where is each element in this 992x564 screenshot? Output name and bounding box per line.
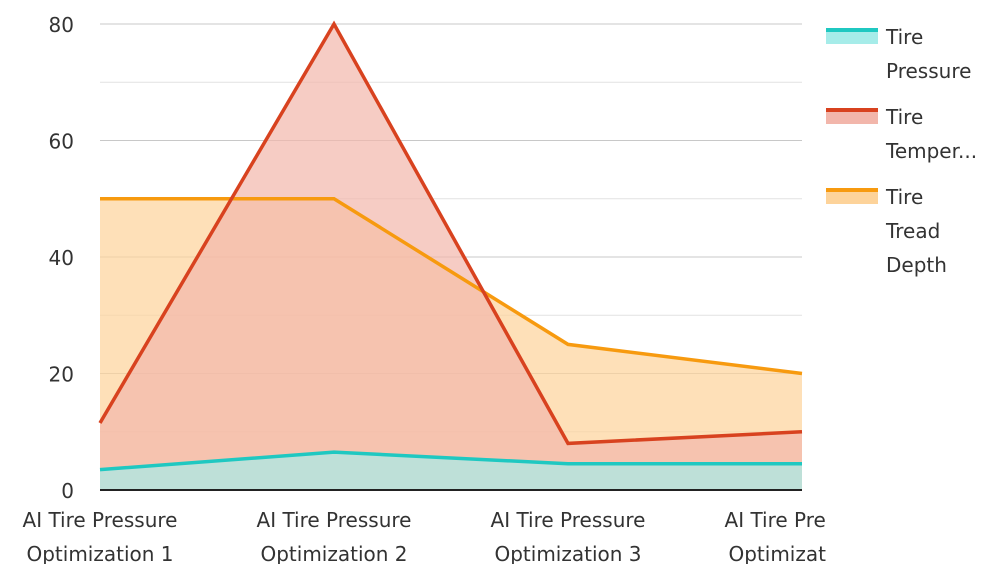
x-tick-label-line: Optimization 3 — [494, 542, 641, 564]
legend-item[interactable]: Tire Temper... — [826, 100, 992, 168]
legend-swatch-line — [826, 108, 878, 112]
x-tick-label: AI Tire Pressure Optimization 4 — [725, 508, 826, 564]
legend-swatch-line — [826, 28, 878, 32]
legend-swatch — [826, 108, 878, 124]
series-area — [100, 452, 802, 490]
y-tick-label: 40 — [49, 246, 74, 270]
legend-label-line: Tread — [886, 219, 941, 243]
legend-label-line: Tire — [886, 105, 924, 129]
legend-swatch-fill — [826, 192, 878, 204]
series-line — [100, 197, 803, 376]
series-area — [100, 24, 802, 490]
x-tick-label: AI Tire Pressure Optimization 1 — [23, 508, 178, 564]
x-tick-label-line: AI Tire Pressure — [257, 508, 412, 532]
legend-swatch — [826, 188, 878, 204]
x-tick-label-line: Optimization 2 — [260, 542, 407, 564]
legend-label-line: Depth — [886, 253, 947, 277]
x-tick-label-line: Optimization 4 — [728, 542, 826, 564]
legend-label-line: Tire — [886, 185, 924, 209]
y-tick-label: 20 — [49, 363, 74, 387]
x-tick-label-line: AI Tire Pressure — [725, 508, 826, 532]
x-tick-label-line: Optimization 1 — [26, 542, 173, 564]
x-tick-label-line: AI Tire Pressure — [23, 508, 178, 532]
legend-swatch-fill — [826, 32, 878, 44]
y-tick-label: 80 — [49, 13, 74, 37]
x-tick-label-line: AI Tire Pressure — [491, 508, 646, 532]
legend-swatch — [826, 28, 878, 44]
series-line — [98, 20, 803, 446]
legend-label-line: Pressure — [886, 59, 972, 83]
x-tick-label: AI Tire Pressure Optimization 2 — [257, 508, 412, 564]
legend-item[interactable]: Tire Pressure — [826, 20, 992, 88]
chart-legend: Tire Pressure Tire Temper... Tire Tread Depth — [826, 20, 992, 294]
series-line — [99, 450, 802, 472]
legend-label-line: Tire — [886, 25, 924, 49]
legend-swatch-line — [826, 188, 878, 192]
legend-label: Tire Temper... — [886, 100, 986, 168]
y-tick-label: 60 — [49, 130, 74, 154]
legend-label: Tire Pressure — [886, 20, 986, 88]
x-tick-label: AI Tire Pressure Optimization 3 — [491, 508, 646, 564]
legend-label-line: Temper... — [886, 139, 978, 163]
legend-swatch-fill — [826, 112, 878, 124]
legend-label: Tire Tread Depth — [886, 180, 986, 282]
legend-item[interactable]: Tire Tread Depth — [826, 180, 992, 282]
y-tick-label: 0 — [61, 479, 74, 503]
